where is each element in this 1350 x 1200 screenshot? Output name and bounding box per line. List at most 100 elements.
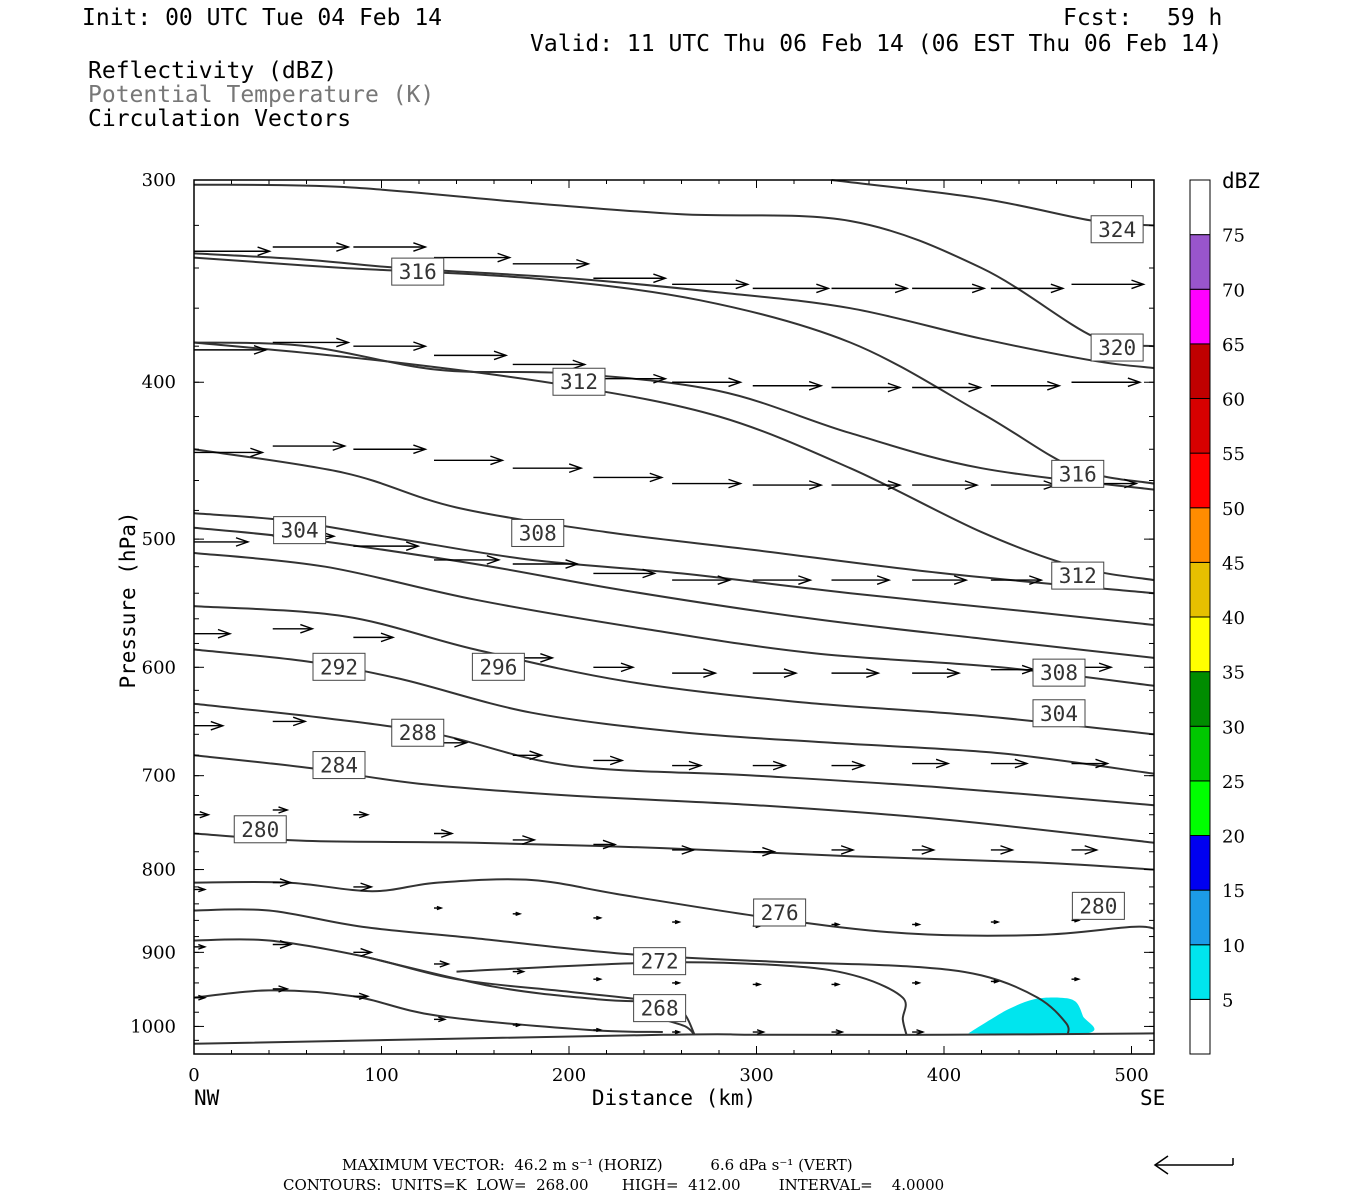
isentrope-276 bbox=[193, 908, 1070, 1035]
isentrope-label-text: 316 bbox=[399, 260, 437, 284]
circulation-vector bbox=[752, 760, 788, 771]
isentrope-layer bbox=[192, 179, 1155, 1045]
vector-head bbox=[887, 480, 903, 490]
isentrope-label-box bbox=[633, 947, 687, 976]
circulation-vector bbox=[512, 559, 580, 569]
vector-head bbox=[1050, 283, 1065, 294]
isentrope-label-text: 304 bbox=[1040, 702, 1078, 726]
colorbar-swatch bbox=[1189, 944, 1211, 1000]
colorbar-swatch bbox=[1189, 616, 1211, 673]
x-axis-label: Distance (km) bbox=[592, 1086, 756, 1110]
vector-head bbox=[946, 668, 962, 678]
circulation-vector bbox=[912, 283, 987, 294]
forecast-hour-value: 59 h bbox=[1167, 5, 1223, 31]
isentrope-label-288: 288 bbox=[391, 718, 445, 747]
vector-head bbox=[486, 555, 501, 565]
isentrope-label-box bbox=[273, 516, 327, 545]
circulation-vector bbox=[672, 668, 718, 678]
vector-head bbox=[1029, 575, 1044, 585]
colorbar-swatch bbox=[1189, 179, 1211, 236]
circulation-vector bbox=[272, 441, 347, 451]
vector-head bbox=[642, 568, 657, 579]
colorbar-swatch bbox=[1189, 398, 1211, 454]
vector-head bbox=[257, 246, 272, 257]
circulation-vector bbox=[912, 382, 983, 393]
isentrope-label-text: 320 bbox=[1098, 336, 1136, 360]
circulation-vector bbox=[990, 919, 1001, 925]
plot-frame bbox=[193, 179, 1155, 1055]
isentrope-label-280: 280 bbox=[1071, 891, 1125, 920]
vector-head bbox=[529, 750, 544, 761]
isentrope-label-308: 308 bbox=[1032, 658, 1086, 687]
circulation-vector bbox=[990, 480, 1058, 490]
vector-head bbox=[755, 982, 763, 987]
y-tick-label: 300 bbox=[142, 170, 176, 191]
circulation-vector bbox=[272, 878, 293, 888]
vector-head bbox=[620, 662, 636, 673]
vector-head bbox=[235, 537, 251, 547]
vector-head bbox=[439, 960, 451, 968]
circulation-vector bbox=[752, 668, 799, 678]
circulation-vector bbox=[672, 845, 696, 855]
isentrope-label-text: 292 bbox=[320, 655, 358, 679]
circulation-vector bbox=[672, 478, 743, 489]
y-tick-label: 1000 bbox=[130, 1016, 176, 1037]
colorbar-swatch bbox=[1189, 343, 1211, 399]
circulation-vector bbox=[990, 758, 1029, 769]
circulation-vector bbox=[194, 345, 269, 355]
x-tick-label: 0 bbox=[188, 1065, 199, 1086]
isentrope-label-text: 276 bbox=[761, 901, 799, 925]
circulation-vector bbox=[593, 1027, 603, 1033]
colorbar-swatch bbox=[1189, 288, 1211, 345]
circulation-vector bbox=[512, 1022, 523, 1028]
x-left-direction-label: NW bbox=[194, 1086, 220, 1110]
isentrope-label-296: 296 bbox=[471, 652, 525, 681]
circulation-vector bbox=[672, 575, 732, 585]
init-time: Init: 00 UTC Tue 04 Feb 14 bbox=[82, 5, 443, 31]
vector-head bbox=[1084, 845, 1099, 855]
isentrope-268 bbox=[193, 989, 663, 1033]
vector-head bbox=[210, 720, 225, 731]
circulation-vector bbox=[593, 568, 657, 579]
vector-head bbox=[914, 922, 922, 927]
isentrope-label-316: 316 bbox=[1051, 459, 1105, 488]
isentrope-label-text: 268 bbox=[641, 997, 679, 1021]
circulation-vector bbox=[593, 273, 668, 284]
colorbar-level-label: 5 bbox=[1222, 990, 1233, 1011]
circulation-vector bbox=[990, 845, 1015, 855]
colorbar-level-label: 75 bbox=[1222, 226, 1245, 247]
circulation-vector bbox=[512, 968, 526, 975]
isentrope-label-280: 280 bbox=[233, 815, 287, 844]
isentrope-label-box bbox=[1090, 215, 1144, 244]
circulation-vector bbox=[990, 575, 1044, 585]
vector-head bbox=[964, 480, 980, 490]
vector-head bbox=[568, 463, 584, 474]
vector-head bbox=[515, 911, 523, 916]
circulation-vector bbox=[672, 1029, 682, 1035]
circulation-vector bbox=[353, 882, 374, 892]
vector-head bbox=[834, 922, 841, 927]
colorbar-swatch bbox=[1189, 998, 1211, 1055]
isentrope-label-box bbox=[471, 652, 525, 681]
contour-label-layer: 268 272 276 280 280 284 288 292 296 304 308 304 308 3… bbox=[233, 215, 1144, 1023]
circulation-vector bbox=[272, 242, 351, 252]
max-vector-note: MAXIMUM VECTOR: 46.2 m s⁻¹ (HORIZ) 6.6 d… bbox=[342, 1156, 853, 1174]
vector-head bbox=[674, 919, 682, 925]
y-tick-label: 900 bbox=[142, 942, 176, 963]
isentrope-label-box bbox=[753, 898, 807, 927]
circulation-vector bbox=[1071, 758, 1110, 769]
isentrope-label-text: 324 bbox=[1098, 218, 1136, 242]
circulation-vector bbox=[353, 242, 428, 252]
circulation-vector bbox=[353, 947, 374, 957]
vector-head bbox=[278, 985, 290, 993]
isentrope-label-text: 280 bbox=[241, 818, 279, 842]
isentrope-label-324: 324 bbox=[1090, 215, 1144, 244]
x-tick-label: 200 bbox=[552, 1065, 586, 1086]
circulation-vector bbox=[434, 905, 444, 911]
circulation-vector bbox=[912, 1029, 926, 1035]
vector-head bbox=[835, 1029, 845, 1035]
colorbar-level-label: 70 bbox=[1222, 280, 1245, 301]
colorbar-level-label: 30 bbox=[1222, 717, 1245, 738]
vector-head bbox=[921, 845, 936, 855]
colorbar-swatch bbox=[1189, 507, 1211, 563]
